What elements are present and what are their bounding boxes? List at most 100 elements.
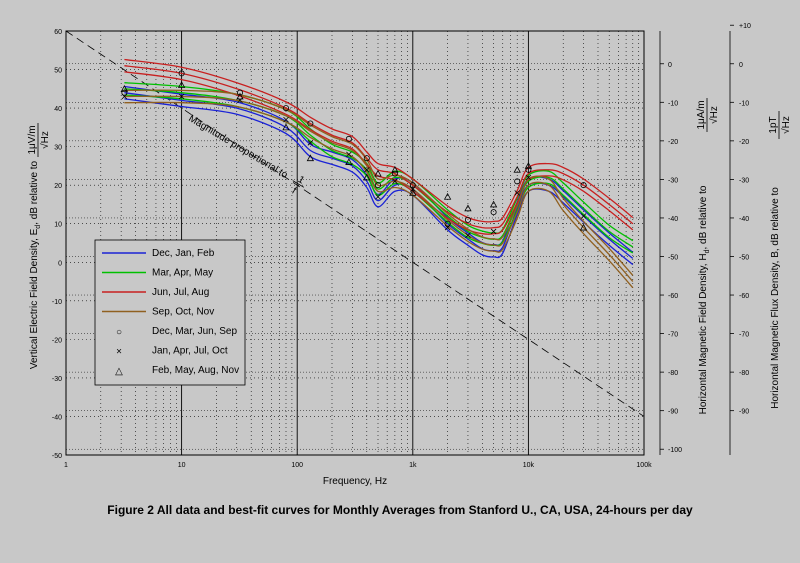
mid-tick-label: -20 bbox=[668, 139, 678, 146]
marker-triangle bbox=[236, 92, 244, 100]
svg-text:Horizontal Magnetic Field Dens: Horizontal Magnetic Field Density, Hd, d… bbox=[698, 185, 711, 414]
left-tick-label: 10 bbox=[54, 222, 62, 229]
marker-cross bbox=[178, 93, 185, 100]
marker-triangle bbox=[513, 165, 521, 173]
series-line bbox=[124, 94, 634, 254]
right-tick-label: 0 bbox=[739, 62, 743, 69]
marker-triangle bbox=[409, 189, 417, 196]
marker-circle bbox=[580, 182, 587, 189]
series-line bbox=[124, 82, 634, 242]
svg-text:√Hz: √Hz bbox=[708, 106, 720, 124]
right-tick-label: -70 bbox=[739, 332, 749, 339]
x-tick-label: 1k bbox=[409, 462, 417, 469]
marker-circle bbox=[490, 209, 497, 216]
marker-circle bbox=[391, 170, 398, 177]
inverse-f-line bbox=[65, 30, 645, 417]
marker-triangle bbox=[464, 204, 472, 212]
legend-marker: ○ bbox=[116, 327, 122, 338]
right-tick-label: -10 bbox=[739, 100, 749, 107]
mid-axis-unit: 1μA/m √Hz bbox=[696, 98, 720, 132]
right-tick-label: -90 bbox=[739, 409, 749, 416]
marker-cross bbox=[410, 186, 416, 192]
reference-line bbox=[65, 30, 645, 417]
right-tick-label: +10 bbox=[739, 23, 751, 30]
legend-label: Dec, Mar, Jun, Sep bbox=[152, 326, 237, 337]
legend-label: Sep, Oct, Nov bbox=[152, 307, 214, 318]
x-axis-title: Frequency, Hz bbox=[323, 476, 387, 487]
marker-cross bbox=[121, 93, 128, 100]
marker-circle bbox=[375, 182, 382, 189]
x-tick-label: 1 bbox=[64, 462, 68, 469]
series-line bbox=[124, 71, 634, 235]
marker-circle bbox=[282, 105, 289, 112]
marker-triangle bbox=[579, 223, 588, 231]
series-line bbox=[124, 65, 634, 229]
right-axis-unit: 1pT √Hz bbox=[768, 111, 792, 139]
legend-label: Mar, Apr, May bbox=[152, 268, 213, 279]
left-tick-label: 40 bbox=[54, 106, 62, 113]
marker-triangle bbox=[374, 169, 382, 177]
mid-axis-title: Horizontal Magnetic Field Density, Hd, d… bbox=[698, 185, 711, 414]
right-tick-label: -50 bbox=[739, 254, 749, 261]
axes: 1 10 100 1k 10k 100k6050403020100-10-20-30-40… bbox=[52, 23, 751, 469]
marker-triangle bbox=[391, 165, 399, 173]
left-tick-label: -30 bbox=[52, 376, 62, 383]
legend: Dec, Jan, Feb Mar, Apr, May Jun, Jul, Aug S… bbox=[94, 239, 246, 386]
svg-text:√Hz: √Hz bbox=[780, 116, 792, 134]
mid-tick-label: -90 bbox=[668, 409, 678, 416]
marker-circle bbox=[121, 89, 128, 96]
marker-circle bbox=[178, 70, 185, 77]
marker-cross bbox=[444, 224, 451, 231]
right-axis-title: Horizontal Magnetic Flux Density, B, dB … bbox=[770, 187, 781, 409]
marker-cross bbox=[283, 116, 289, 123]
left-axis-title: Vertical Electric Field Density, Ed, dB … bbox=[29, 160, 42, 369]
legend-label: Feb, May, Aug, Nov bbox=[152, 365, 239, 376]
x-tick-label: 100 bbox=[291, 462, 303, 469]
marker-circle bbox=[363, 155, 370, 162]
mid-tick-label: -30 bbox=[668, 177, 678, 184]
annotation-frac-num: 1 bbox=[296, 174, 307, 187]
series-line bbox=[124, 88, 634, 248]
marker-cross bbox=[580, 213, 587, 219]
marker-cross bbox=[346, 151, 352, 158]
left-tick-label: 20 bbox=[54, 183, 62, 190]
mid-tick-label: -50 bbox=[668, 254, 678, 261]
right-tick-label: -40 bbox=[739, 216, 749, 223]
marker-cross bbox=[364, 166, 370, 173]
x-tick-label: 10k bbox=[523, 462, 535, 469]
mid-tick-label: -80 bbox=[668, 370, 678, 377]
left-tick-label: -50 bbox=[52, 453, 62, 460]
left-tick-label: -20 bbox=[52, 337, 62, 344]
left-tick-label: 30 bbox=[54, 145, 62, 152]
marker-triangle bbox=[282, 123, 290, 131]
marker-circle bbox=[464, 216, 471, 223]
series-line bbox=[124, 98, 634, 266]
legend-label: Jan, Apr, Jul, Oct bbox=[152, 346, 228, 357]
mid-tick-label: -70 bbox=[668, 332, 678, 339]
left-tick-label: -40 bbox=[52, 414, 62, 421]
marker-triangle bbox=[120, 84, 129, 92]
right-tick-label: -30 bbox=[739, 177, 749, 184]
figure-caption: Figure 2 All data and best-fit curves fo… bbox=[107, 503, 693, 517]
marker-triangle bbox=[177, 81, 186, 88]
marker-triangle bbox=[363, 173, 371, 181]
right-tick-label: -80 bbox=[739, 370, 749, 377]
marker-circle bbox=[409, 182, 416, 189]
svg-text:Vertical Electric Field Densit: Vertical Electric Field Density, Ed, dB … bbox=[29, 160, 42, 369]
marker-triangle bbox=[489, 200, 498, 208]
series-line bbox=[124, 58, 634, 223]
marker-cross bbox=[514, 190, 520, 196]
svg-text:√Hz: √Hz bbox=[39, 131, 51, 149]
marker-circle bbox=[307, 120, 314, 127]
left-tick-label: 0 bbox=[58, 260, 62, 267]
svg-text:Horizontal Magnetic Flux Densi: Horizontal Magnetic Flux Density, B, dB … bbox=[770, 187, 781, 409]
markers bbox=[120, 70, 588, 239]
svg-text:1μA/m: 1μA/m bbox=[696, 100, 707, 129]
marker-circle bbox=[514, 178, 521, 185]
left-tick-label: 50 bbox=[54, 68, 62, 75]
legend-label: Jun, Jul, Aug bbox=[152, 287, 209, 298]
marker-circle bbox=[444, 220, 451, 227]
mid-tick-label: -60 bbox=[668, 293, 678, 300]
